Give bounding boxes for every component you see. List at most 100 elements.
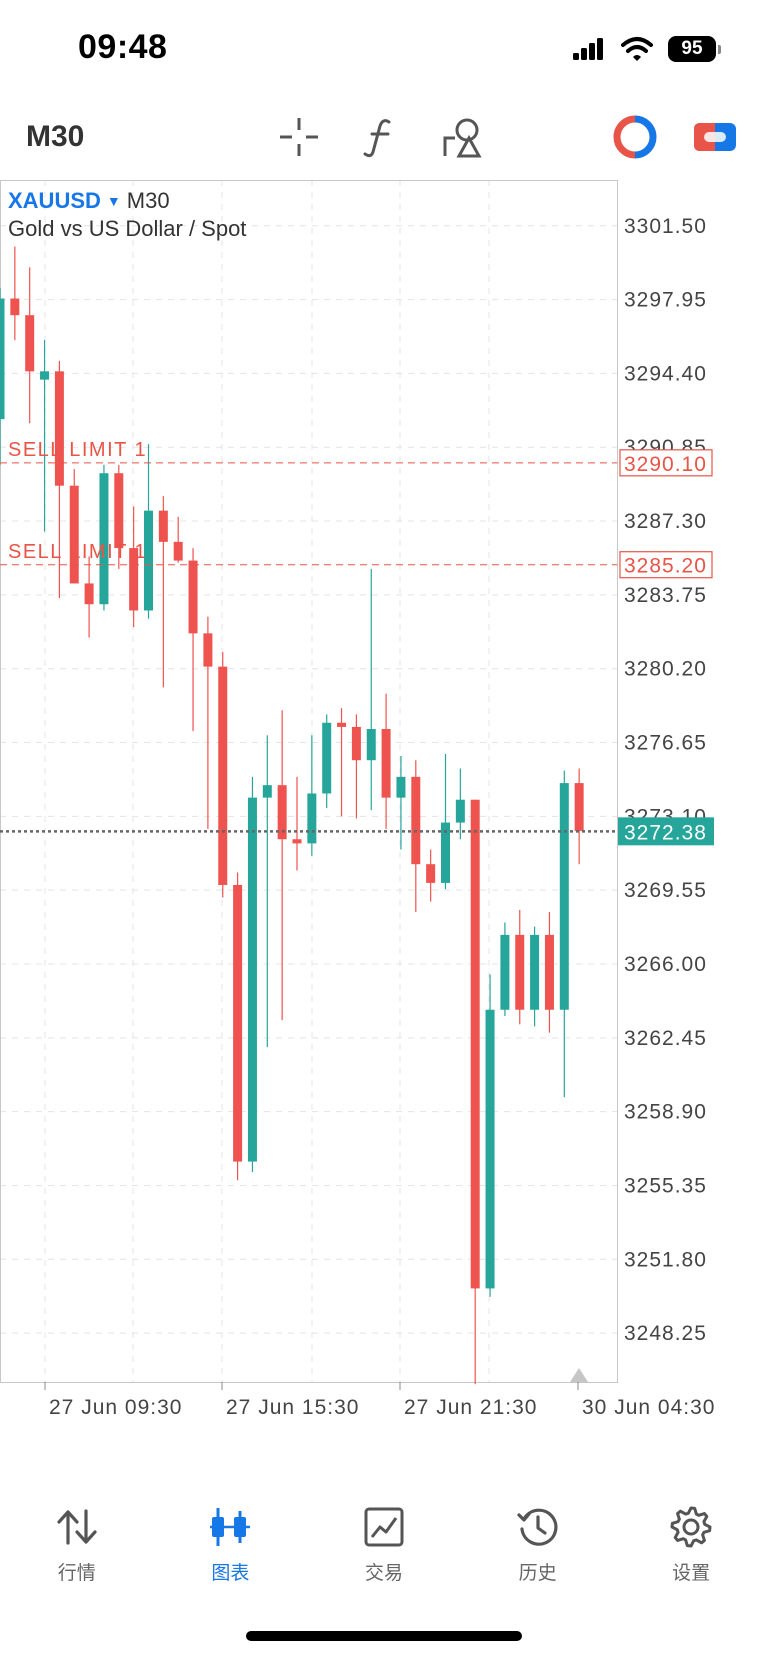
current-price-label: 3272.38 <box>624 821 707 844</box>
candle-bear[interactable] <box>470 799 480 1289</box>
candle-bull[interactable] <box>396 776 406 798</box>
tab-trade[interactable]: 交易 <box>307 1490 461 1600</box>
symbol-description: Gold vs US Dollar / Spot <box>8 216 247 241</box>
y-axis-tick-label: 3251.80 <box>624 1248 707 1271</box>
tab-label: 行情 <box>57 1563 96 1584</box>
tab-settings[interactable]: 设置 <box>614 1490 768 1600</box>
candle-bull[interactable] <box>455 799 465 823</box>
function-f-icon <box>363 119 391 158</box>
candle-bull[interactable] <box>262 785 272 798</box>
candle-bull[interactable] <box>559 783 569 1010</box>
y-axis-tick-label: 3280.20 <box>624 658 707 681</box>
candle-bull[interactable] <box>485 1009 495 1289</box>
candle-bear[interactable] <box>351 726 361 761</box>
y-axis-tick-label: 3258.90 <box>624 1101 707 1124</box>
status-icons: 95 <box>572 36 721 62</box>
candle-bear[interactable] <box>173 541 183 561</box>
candle-bear[interactable] <box>411 776 421 865</box>
bottom-tab-bar: 行情 图表 交易 <box>0 1490 768 1600</box>
candlestick-chart-icon <box>207 1504 253 1550</box>
candle-bear[interactable] <box>218 666 228 885</box>
candle-bear[interactable] <box>54 371 64 486</box>
y-axis-tick-label: 3283.75 <box>624 584 707 607</box>
candle-bull[interactable] <box>40 371 50 380</box>
tab-chart[interactable]: 图表 <box>154 1490 308 1600</box>
tab-quotes[interactable]: 行情 <box>0 1490 154 1600</box>
y-axis-tick-label: 3266.00 <box>624 953 707 976</box>
wifi-icon <box>621 37 653 61</box>
candle-bull[interactable] <box>0 298 5 420</box>
battery-level: 95 <box>681 38 703 59</box>
order-label-sell-limit[interactable]: SELL LIMIT 1 <box>8 540 148 563</box>
candle-bull[interactable] <box>500 934 510 1010</box>
gear-icon <box>668 1504 714 1550</box>
candle-bear[interactable] <box>203 633 213 667</box>
candle-bull[interactable] <box>307 793 317 844</box>
order-price-tag <box>619 551 713 579</box>
order-price-label: 3290.10 <box>624 453 707 476</box>
y-axis-tick-label: 3262.45 <box>624 1027 707 1050</box>
order-price-tag <box>619 449 713 477</box>
symbol-name[interactable]: XAUUSD <box>8 188 101 213</box>
tab-history[interactable]: 历史 <box>461 1490 615 1600</box>
home-indicator <box>246 1631 522 1641</box>
trade-panel-button[interactable] <box>692 114 738 160</box>
order-price-label: 3285.20 <box>624 555 707 578</box>
tab-label: 历史 <box>518 1563 557 1584</box>
y-axis-tick-label: 3255.35 <box>624 1174 707 1197</box>
symbol-dropdown-icon[interactable]: ▼ <box>106 193 121 209</box>
quotes-arrows-icon <box>54 1504 100 1550</box>
candle-bull[interactable] <box>247 797 257 1162</box>
candle-bull[interactable] <box>144 510 153 611</box>
one-click-trading-button[interactable] <box>612 114 658 160</box>
shapes-icon <box>443 118 482 158</box>
candle-bear[interactable] <box>158 510 168 542</box>
y-axis-tick-label: 3301.50 <box>624 215 707 238</box>
chart-area[interactable]: 3301.50 3297.95 3294.40 3290.85 3287.30 3283.… <box>0 180 768 1476</box>
cellular-signal-icon <box>573 38 603 60</box>
candle-bull[interactable] <box>441 822 450 883</box>
status-bar: 09:48 95 <box>0 0 768 100</box>
candle-bear[interactable] <box>277 785 287 840</box>
candle-bear[interactable] <box>381 729 391 798</box>
candle-bear[interactable] <box>544 934 554 1010</box>
objects-button[interactable] <box>440 114 486 160</box>
trade-chart-icon <box>361 1504 407 1550</box>
crosshair-button[interactable] <box>276 114 322 160</box>
candle-bear[interactable] <box>114 473 124 549</box>
x-axis-tick-label: 27 Jun 21:30 <box>404 1396 537 1419</box>
price-chart[interactable]: 3301.503297.953294.403290.853287.303283.… <box>0 180 768 1476</box>
y-axis-tick-label: 3297.95 <box>624 289 707 312</box>
toggle-ring-icon <box>613 115 657 159</box>
x-axis-tick-label: 27 Jun 15:30 <box>226 1396 359 1419</box>
candle-bull[interactable] <box>530 934 540 1010</box>
candle-bear[interactable] <box>25 315 35 372</box>
crosshair-icon <box>280 118 318 156</box>
candle-bear[interactable] <box>426 864 436 883</box>
candle-bear[interactable] <box>69 485 79 584</box>
candle-bear[interactable] <box>129 548 139 611</box>
candle-bull[interactable] <box>99 473 109 605</box>
chart-toolbar: M30 <box>0 100 768 180</box>
history-clock-icon <box>515 1504 561 1550</box>
candle-bear[interactable] <box>515 934 525 1010</box>
candle-bear[interactable] <box>233 884 243 1162</box>
candle-bull[interactable] <box>366 729 376 761</box>
chart-shift-marker-icon[interactable] <box>570 1368 588 1382</box>
symbol-header[interactable]: XAUUSD ▼ M30 <box>8 188 170 214</box>
y-axis-tick-label: 3287.30 <box>624 510 707 533</box>
indicators-button[interactable] <box>358 114 404 160</box>
order-label-sell-limit[interactable]: SELL LIMIT 1 <box>8 438 148 461</box>
candle-bull[interactable] <box>322 722 332 794</box>
candle-bear[interactable] <box>188 560 198 634</box>
timeframe-button[interactable]: M30 <box>26 120 85 153</box>
buy-sell-icon <box>694 123 736 151</box>
y-axis-tick-label: 3248.25 <box>624 1322 707 1345</box>
status-time: 09:48 <box>78 28 168 66</box>
candle-bear[interactable] <box>292 839 302 844</box>
candle-bear[interactable] <box>337 722 347 727</box>
candle-bear[interactable] <box>574 783 584 831</box>
x-axis-tick-label: 30 Jun 04:30 <box>582 1396 715 1419</box>
candle-bear[interactable] <box>10 298 20 316</box>
candle-bear[interactable] <box>84 583 94 605</box>
